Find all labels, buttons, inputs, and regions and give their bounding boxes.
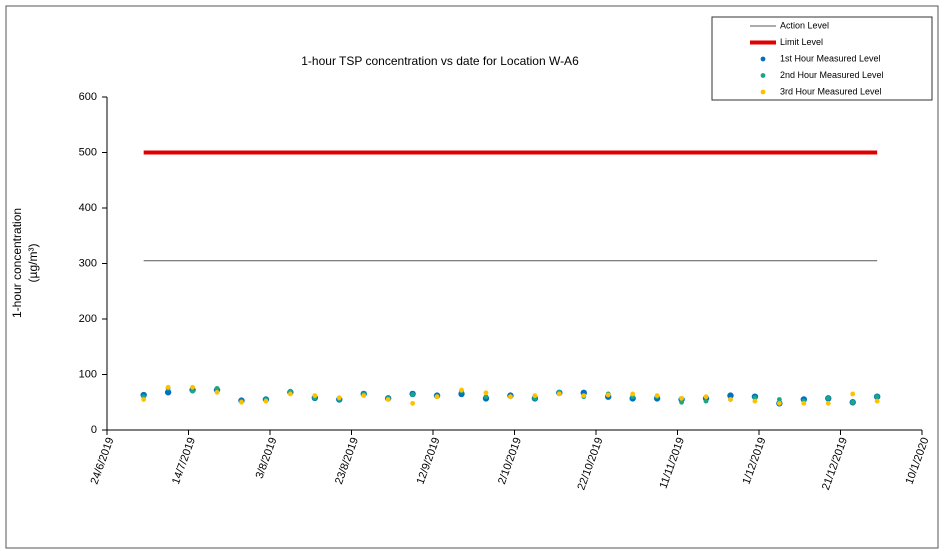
data-point [385, 397, 391, 402]
data-point [312, 393, 318, 398]
y-tick-label: 500 [79, 146, 97, 158]
legend-label: Action Level [780, 20, 829, 30]
data-point [410, 392, 416, 397]
y-axis-label: 1-hour concentration [10, 208, 24, 318]
data-point [434, 394, 440, 400]
data-point [679, 399, 684, 405]
data-point [141, 397, 147, 402]
data-point [214, 385, 220, 391]
data-point [654, 393, 660, 398]
data-point [556, 391, 562, 397]
y-tick-label: 300 [79, 257, 97, 269]
data-point [605, 392, 611, 398]
data-point [190, 388, 195, 394]
y-tick-label: 200 [79, 313, 97, 325]
legend-label: 3rd Hour Measured Level [780, 86, 882, 96]
data-point [850, 391, 856, 397]
legend-label: 1st Hour Measured Level [780, 53, 881, 63]
data-point [850, 399, 856, 405]
data-point [801, 400, 807, 406]
data-point [679, 395, 684, 401]
data-point [165, 384, 171, 390]
legend-symbol [760, 73, 766, 78]
data-point [361, 393, 367, 398]
y-tick-label: 400 [79, 202, 97, 214]
data-point [263, 398, 269, 404]
legend-label: 2nd Hour Measured Level [780, 70, 884, 80]
data-point [874, 398, 880, 404]
data-point [532, 393, 538, 398]
legend [711, 16, 933, 101]
data-point [483, 394, 489, 400]
data-point [287, 391, 293, 397]
data-point [459, 387, 464, 393]
chart-title: 1-hour TSP concentration vs date for Loc… [301, 54, 579, 68]
data-point [239, 399, 244, 405]
y-tick-label: 0 [91, 424, 97, 436]
data-point [752, 395, 758, 401]
data-point [752, 398, 758, 404]
data-point [776, 400, 782, 406]
data-point [776, 397, 782, 402]
data-point [581, 393, 587, 398]
data-point [874, 394, 880, 400]
y-axis-unit: (µg/m³) [26, 244, 40, 283]
data-point [703, 394, 709, 400]
data-point [483, 390, 489, 396]
legend-symbol [760, 89, 766, 95]
data-point [630, 391, 636, 397]
data-point [336, 395, 342, 401]
data-point [728, 397, 733, 402]
data-point [214, 389, 220, 395]
legend-symbol [760, 56, 766, 62]
data-point [703, 398, 709, 404]
data-point [727, 392, 734, 399]
data-point [190, 384, 195, 390]
data-point [164, 389, 172, 396]
y-tick-label: 100 [79, 368, 97, 380]
data-point [508, 394, 513, 400]
data-point [825, 400, 831, 406]
legend-label: Limit Level [780, 37, 823, 47]
data-point [825, 395, 831, 401]
data-point [410, 400, 416, 406]
y-tick-label: 600 [79, 91, 97, 103]
